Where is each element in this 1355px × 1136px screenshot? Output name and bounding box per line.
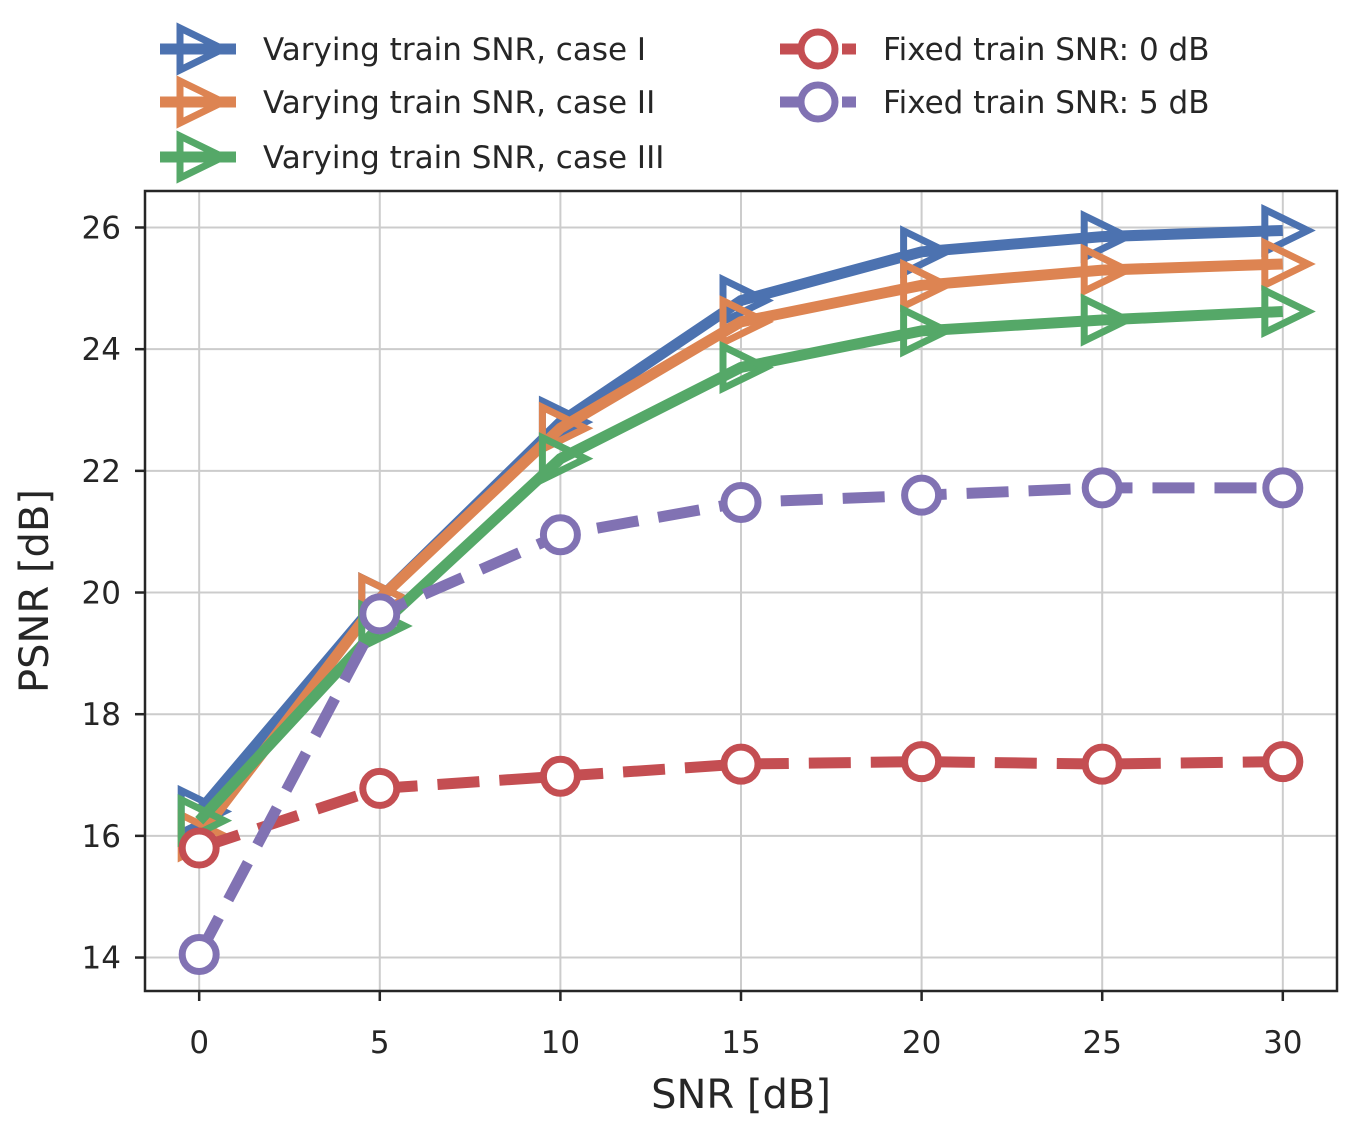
legend: Varying train SNR, case I Varying train S… [160, 22, 1209, 184]
legend-label: Varying train SNR, case II [263, 85, 655, 121]
data-point [539, 514, 581, 556]
legend-label: Varying train SNR, case I [263, 32, 646, 68]
data-point [1262, 741, 1304, 783]
legend-entry: Varying train SNR, case I [160, 22, 646, 76]
y-tick-label: 22 [82, 454, 121, 490]
data-point [538, 432, 594, 486]
data-point [719, 340, 774, 395]
y-tick-label: 24 [82, 332, 121, 368]
data-point [901, 741, 943, 783]
y-axis-label: PSNR [dB] [12, 489, 58, 693]
data-point [1261, 284, 1316, 339]
data-point [359, 593, 401, 635]
data-point [178, 933, 220, 975]
series-layer [177, 203, 1316, 975]
y-tick-label: 14 [82, 941, 121, 977]
legend-label: Fixed train SNR: 0 dB [883, 32, 1209, 68]
data-point [720, 743, 762, 785]
data-point [900, 304, 955, 358]
data-point [1080, 293, 1136, 347]
x-tick-label: 15 [721, 1025, 760, 1061]
data-point [1261, 203, 1316, 258]
data-point [900, 258, 955, 312]
data-point [178, 827, 220, 869]
x-tick-label: 0 [189, 1025, 209, 1061]
data-point [1261, 237, 1316, 291]
legend-entry: Varying train SNR, case III [160, 130, 664, 184]
legend-marker [797, 81, 839, 123]
data-point [901, 474, 943, 516]
data-point [719, 295, 774, 349]
x-tick-label: 5 [370, 1025, 390, 1061]
x-tick-label: 25 [1082, 1025, 1121, 1061]
legend-marker [176, 130, 231, 184]
y-tick-label: 20 [82, 576, 121, 612]
data-point [1262, 467, 1304, 509]
y-tick-label: 18 [82, 697, 121, 733]
x-axis-label: SNR [dB] [651, 1072, 831, 1118]
legend-label: Varying train SNR, case III [263, 140, 664, 176]
x-axis-ticks: 0 5 10 15 20 25 30 [189, 991, 1303, 1061]
legend-label: Fixed train SNR: 5 dB [883, 85, 1209, 121]
series-fixed-train-snr-0-db [178, 741, 1304, 869]
x-tick-label: 30 [1263, 1025, 1302, 1061]
data-point [720, 481, 762, 523]
legend-marker [797, 28, 839, 70]
y-tick-label: 16 [82, 819, 121, 855]
legend-entry: Varying train SNR, case II [160, 75, 655, 129]
legend-marker [176, 75, 231, 129]
legend-entry: Fixed train SNR: 5 dB [780, 81, 1209, 123]
data-point [1081, 743, 1123, 785]
data-point [359, 767, 401, 809]
data-point [1080, 210, 1136, 264]
data-point [539, 755, 581, 797]
legend-entry: Fixed train SNR: 0 dB [780, 28, 1209, 70]
data-point [900, 225, 955, 279]
data-point [1081, 467, 1123, 509]
data-point [1080, 243, 1136, 297]
y-tick-label: 26 [82, 211, 121, 247]
y-axis-ticks: 14 16 18 20 22 24 26 [82, 211, 145, 977]
series-fixed-train-snr-5-db [178, 467, 1304, 975]
legend-marker [176, 22, 231, 76]
x-tick-label: 20 [902, 1025, 941, 1061]
data-point [538, 401, 594, 455]
x-tick-label: 10 [541, 1025, 580, 1061]
